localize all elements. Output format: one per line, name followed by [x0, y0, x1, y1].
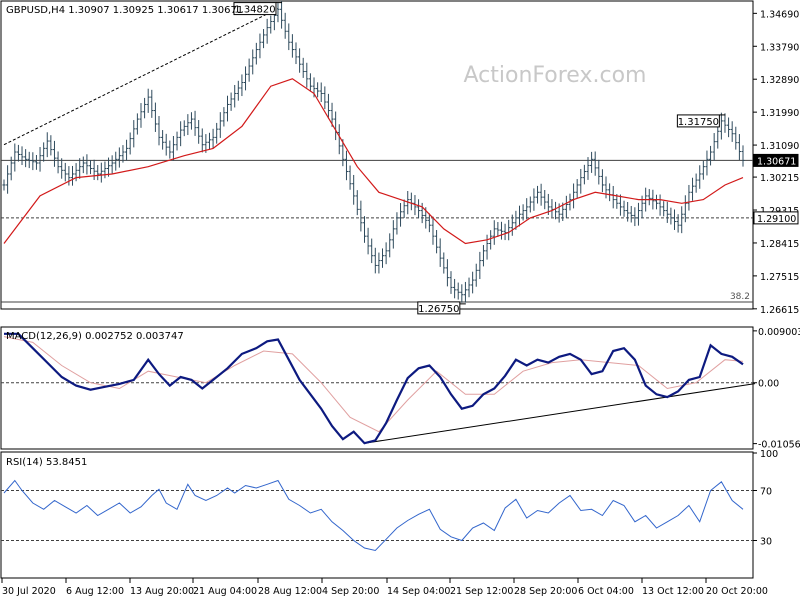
time-tick-label-7: 21 Sep 12:00 — [450, 586, 513, 597]
price-tag-label-0: 1.29100 — [757, 214, 796, 225]
price-tick-label-8: 1.27515 — [760, 272, 799, 283]
rsi-tick-label-2: 30 — [760, 537, 772, 548]
macd-panel-frame — [0, 326, 754, 450]
time-tick-label-5: 4 Sep 20:00 — [322, 586, 379, 597]
macd-tick-label-1: 0.00 — [758, 379, 779, 390]
annotation-box-0 — [233, 2, 277, 16]
time-tick-label-1: 6 Aug 12:00 — [66, 586, 124, 597]
time-tick-label-2: 13 Aug 20:00 — [130, 586, 194, 597]
fib-level-label: 38.2 — [730, 292, 750, 302]
price-tick-label-7: 1.28415 — [760, 239, 799, 250]
watermark-text: ActionForex.com — [464, 63, 647, 88]
annotation-label-1: 1.31750 — [678, 117, 719, 128]
price-axis: 1.34690 1.33790 1.32890 1.31990 1.31090 1.302… — [730, 9, 799, 315]
macd-tick-label-0: 0.009003 — [758, 327, 800, 338]
annotation-label-0: 1.34820 — [234, 5, 275, 16]
time-tick-label-6: 14 Sep 04:00 — [387, 586, 450, 597]
price-tick-label-1: 1.33790 — [760, 42, 799, 53]
annotation-label-2: 1.26750 — [418, 304, 459, 315]
rsi-guides — [1, 490, 753, 541]
price-tag-label-1: 1.30671 — [757, 156, 796, 167]
time-tick-label-4: 28 Aug 12:00 — [258, 586, 322, 597]
time-tick-label-3: 21 Aug 04:00 — [193, 586, 257, 597]
price-panel-frame — [0, 0, 754, 310]
annotation-box-1 — [676, 114, 720, 128]
time-tick-label-8: 28 Sep 20:00 — [514, 586, 577, 597]
price-guide-lines — [1, 8, 753, 303]
price-tag-box-1 — [753, 153, 799, 167]
price-panel-title: GBPUSD,H4 1.30907 1.30925 1.30617 1.3067… — [6, 5, 243, 16]
rsi-axis: 100 70 30 — [753, 449, 778, 548]
price-candles — [2, 0, 745, 303]
time-tick-label-10: 13 Oct 12:00 — [642, 586, 704, 597]
price-tick-label-9: 1.26615 — [760, 305, 799, 316]
price-tick-label-3: 1.31990 — [760, 108, 799, 119]
time-tick-label-9: 6 Oct 04:00 — [578, 586, 634, 597]
macd-line — [4, 332, 744, 445]
price-tick-label-4: 1.31090 — [760, 141, 799, 152]
price-annotations: 1.34820 1.31750 1.26750 — [233, 2, 726, 315]
rsi-tick-label-0: 100 — [760, 449, 778, 460]
macd-axis: 0.009003 0.00 -0.010566 — [753, 327, 800, 451]
rsi-panel-title: RSI(14) 53.8451 — [6, 457, 87, 468]
price-tick-label-2: 1.32890 — [760, 75, 799, 86]
rsi-tick-label-1: 70 — [760, 487, 772, 498]
price-tick-label-0: 1.34690 — [760, 9, 799, 20]
rsi-panel-frame — [0, 451, 754, 579]
macd-panel-title: MACD(12,26,9) 0.002752 0.003747 — [6, 331, 184, 342]
macd-trendline — [364, 383, 756, 444]
price-tag-box-0 — [753, 211, 799, 225]
macd-tick-label-2: -0.010566 — [758, 440, 800, 451]
annotation-box-2 — [417, 301, 461, 315]
price-tick-label-5: 1.30215 — [760, 173, 799, 184]
time-tick-label-11: 20 Oct 20:00 — [706, 586, 768, 597]
rsi-line — [3, 479, 744, 552]
macd-signal-line — [3, 336, 744, 433]
price-trendline — [3, 8, 279, 146]
moving-average-line — [3, 78, 744, 245]
time-tick-label-0: 30 Jul 2020 — [2, 586, 56, 597]
